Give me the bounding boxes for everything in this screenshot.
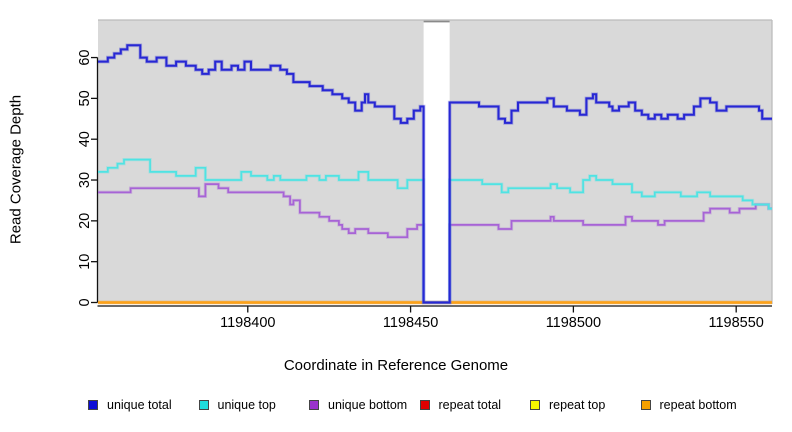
legend-item-unique-total: unique total <box>88 397 199 413</box>
y-axis-title: Read Coverage Depth <box>7 94 25 245</box>
legend-item-repeat-top: repeat top <box>530 397 641 413</box>
y-tick-label: 30 <box>77 172 93 188</box>
x-tick-label: 1198400 <box>220 315 275 331</box>
x-tick-label: 1198550 <box>708 315 763 331</box>
gap-band <box>423 21 450 304</box>
legend-swatch-icon <box>309 400 319 410</box>
legend-swatch-icon <box>419 400 430 410</box>
legend-item-unique-top: unique top <box>198 397 310 413</box>
legend-swatch-icon <box>88 400 98 410</box>
legend-item-repeat-total: repeat total <box>419 397 531 413</box>
legend-swatch-icon <box>198 400 209 410</box>
legend-item-unique-bottom: unique bottom <box>309 397 420 413</box>
legend-label: unique bottom <box>328 398 408 412</box>
legend-label: repeat bottom <box>659 398 737 412</box>
x-axis-title: Coordinate in Reference Genome <box>283 357 509 374</box>
x-tick-label: 1198500 <box>546 315 601 331</box>
legend: unique total unique top unique bottom repea… <box>88 397 768 413</box>
series-line-unique-total <box>98 44 772 304</box>
legend-swatch-icon <box>640 400 651 410</box>
legend-item-repeat-bottom: repeat bottom <box>640 397 752 413</box>
legend-label: repeat total <box>438 398 502 412</box>
y-tick-label: 50 <box>77 90 93 106</box>
legend-swatch-icon <box>530 400 540 410</box>
legend-label: repeat top <box>549 398 606 412</box>
y-tick-label: 40 <box>77 131 93 147</box>
y-tick-label: 20 <box>77 213 93 229</box>
y-tick-label: 0 <box>77 298 93 306</box>
series-line-unique-bottom <box>98 183 772 304</box>
y-tick-label: 60 <box>77 49 93 65</box>
x-tick-label: 1198450 <box>383 315 438 331</box>
y-tick-label: 10 <box>77 254 93 270</box>
legend-label: unique total <box>107 398 172 412</box>
legend-label: unique top <box>217 398 276 412</box>
